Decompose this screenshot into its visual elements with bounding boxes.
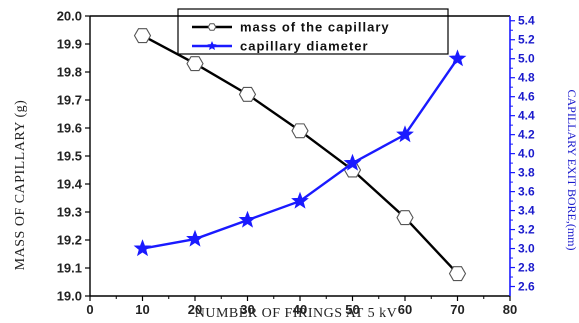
legend-marker-star [207,40,217,51]
y-tick-label-right: 4.4 [518,109,535,123]
x-tick-label: 50 [345,302,359,317]
data-point-star [448,49,467,67]
x-tick-label: 80 [503,302,517,317]
y-tick-label-left: 19.0 [57,289,82,304]
tick-labels: 0 10 20 30 40 50 60 70 80 19.0 19.1 19.2 19.3 19.4 19.… [57,9,535,318]
x-tick-label: 30 [240,302,254,317]
legend-label-1: capillary diameter [240,39,369,54]
y-tick-label-right: 3.2 [518,223,535,237]
y-tick-label-right: 2.8 [518,261,535,275]
y-tick-label-right: 2.6 [518,280,535,294]
legend-marker-hexagon [207,23,217,31]
y-axis-title-left: MASS OF CAPILLARY (g) [13,100,28,271]
legend-label-0: mass of the capillary [240,20,390,35]
data-point-star [343,153,362,171]
series-layer [133,28,467,282]
data-point-hexagon [448,266,467,282]
y-tick-label-left: 19.5 [57,149,82,164]
x-tick-label: 20 [188,302,202,317]
data-point-star [238,210,257,228]
y-tick-label-left: 19.8 [57,65,82,80]
y-tick-label-right: 3.6 [518,185,535,199]
x-tick-label: 0 [86,302,93,317]
y-tick-label-left: 19.4 [57,177,83,192]
legend: mass of the capillary capillary diameter [192,20,390,54]
y-tick-label-right: 5.2 [518,33,535,47]
y-tick-label-left: 19.1 [57,261,82,276]
data-point-star [186,229,204,247]
y-tick-label-right: 3.4 [518,204,535,218]
data-point-hexagon [396,210,414,226]
x-tick-label: 40 [293,302,307,317]
y-tick-label-left: 20.0 [57,9,82,24]
y-tick-label-left: 19.9 [57,37,82,52]
y-tick-label-right: 4.0 [518,147,535,161]
y-tick-label-right: 3.8 [518,166,535,180]
y-tick-label-left: 19.2 [57,233,82,248]
data-point-hexagon [291,123,309,139]
data-point-hexagon [238,86,257,102]
data-point-star [396,125,414,143]
x-tick-label: 70 [450,302,464,317]
axes [85,15,515,301]
y-tick-label-left: 19.3 [57,205,82,220]
data-point-hexagon [186,56,204,72]
x-tick-label: 10 [135,302,149,317]
y-tick-label-left: 19.6 [57,121,82,136]
data-point-star [291,191,309,209]
y-axis-title-right: CAPILLARY EXIT BORE,(mm) [565,90,579,251]
x-axis-title: NUMBER OF FIRINGS AT 5 kV [195,306,397,321]
y-tick-label-right: 4.6 [518,90,535,104]
y-tick-label-right: 4.8 [518,71,535,85]
y-tick-label-right: 5.0 [518,52,535,66]
data-point-star [133,239,152,257]
y-tick-label-right: 5.4 [518,14,535,28]
data-point-hexagon [133,28,152,44]
x-tick-label: 60 [398,302,412,317]
y-tick-label-left: 19.7 [57,93,82,108]
y-tick-label-right: 3.0 [518,242,535,256]
y-tick-label-right: 4.2 [518,128,535,142]
